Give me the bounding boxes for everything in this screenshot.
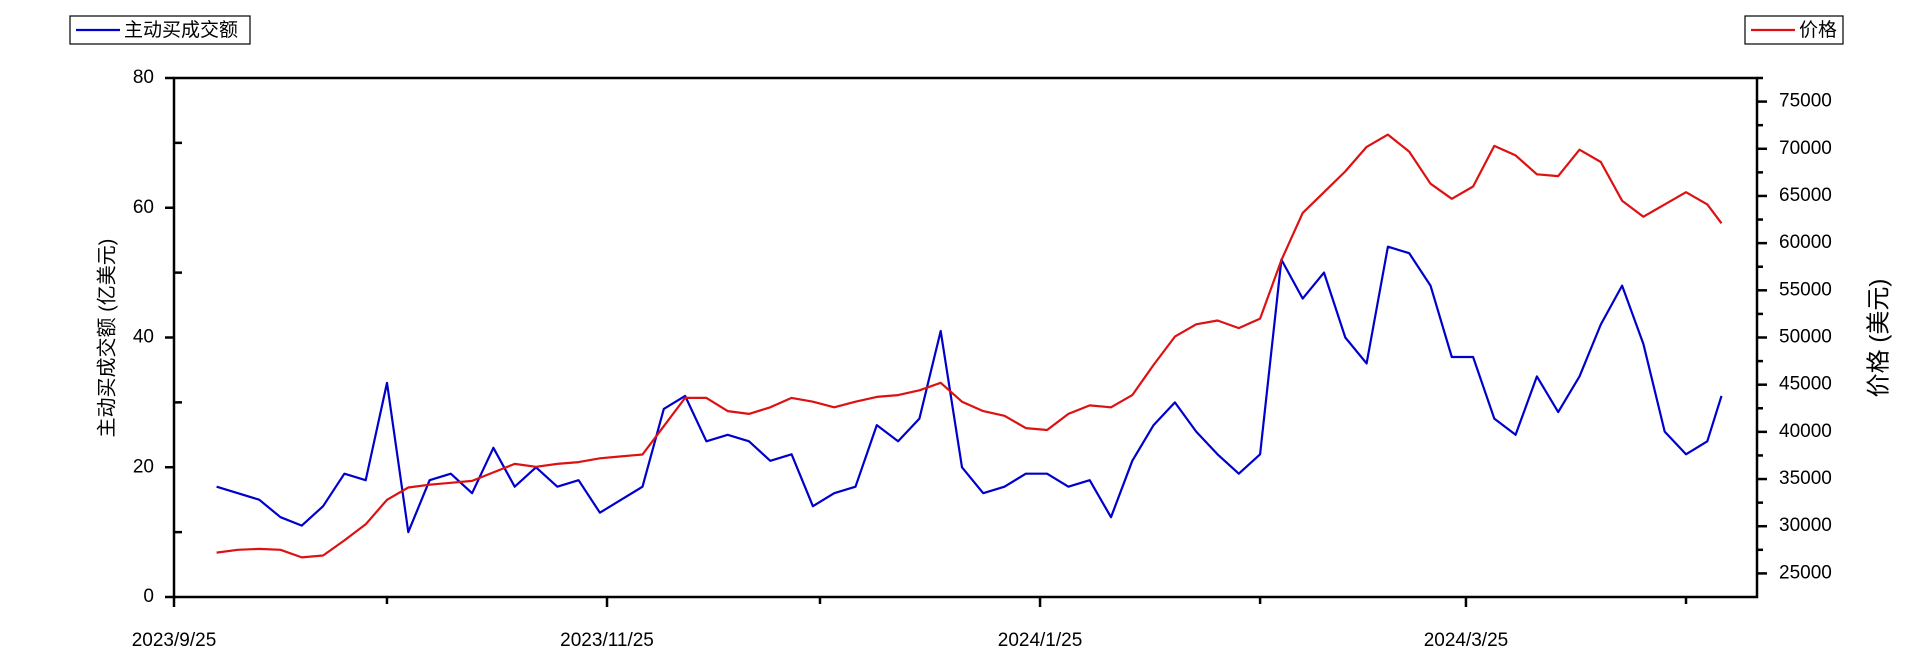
y2-tick-label: 75000 [1779, 91, 1832, 112]
y-tick-label: 0 [143, 586, 154, 607]
y2-tick-label: 45000 [1779, 374, 1832, 395]
x-tick-label: 2024/3/25 [1424, 630, 1509, 651]
x-tick-label: 2023/9/25 [132, 630, 217, 651]
y2-tick-label: 35000 [1779, 468, 1832, 489]
y2-tick-label: 70000 [1779, 138, 1832, 159]
legend-label: 价格 [1799, 19, 1837, 41]
y2-tick-label: 50000 [1779, 327, 1832, 348]
y2-tick-label: 55000 [1779, 279, 1832, 300]
y-tick-label: 80 [133, 67, 154, 88]
series-line [216, 133, 1723, 559]
plot-frame [172, 76, 1759, 599]
x-tick-label: 2024/1/25 [998, 630, 1083, 651]
y2-tick-label: 65000 [1779, 185, 1832, 206]
y-tick-label: 20 [133, 456, 154, 477]
y-axis-title: 主动买成交额 (亿美元) [95, 239, 118, 438]
legend-box [69, 15, 251, 45]
legend-label: 主动买成交额 [124, 19, 238, 41]
series-line [216, 245, 1723, 534]
x-tick-label: 2023/11/25 [560, 630, 654, 651]
y2-tick-label: 25000 [1779, 562, 1832, 583]
y2-axis-title: 价格 (美元) [1865, 279, 1892, 398]
y2-tick-label: 60000 [1779, 232, 1832, 253]
y-tick-label: 40 [133, 327, 154, 348]
y-tick-label: 60 [133, 197, 154, 218]
legend-box [1744, 15, 1844, 45]
y2-tick-label: 40000 [1779, 421, 1832, 442]
y2-tick-label: 30000 [1779, 515, 1832, 536]
